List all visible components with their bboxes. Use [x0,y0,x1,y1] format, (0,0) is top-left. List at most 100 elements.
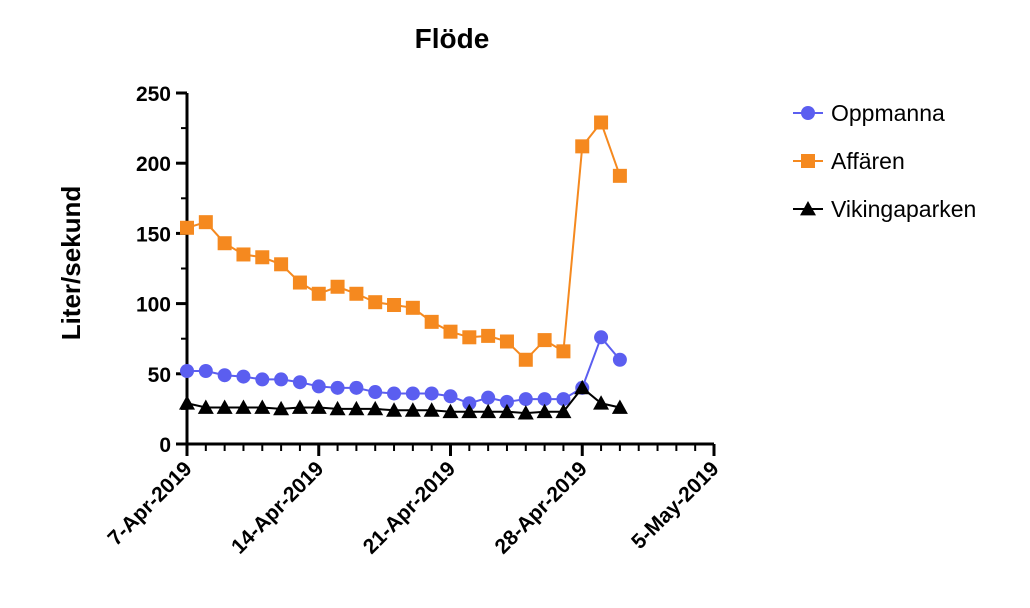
legend-marker [801,106,815,120]
data-point [274,257,289,272]
data-point [498,403,515,419]
chart-title: Flöde [415,23,490,54]
legend-label: Vikingaparken [831,196,976,222]
data-point [197,399,214,414]
data-point [404,402,421,417]
data-point [481,328,496,343]
data-point [255,372,270,387]
data-point [424,314,439,329]
series-affären [180,115,627,367]
data-point [180,220,194,235]
data-point [255,250,270,265]
y-tick-label: 250 [136,83,171,106]
data-point [537,333,552,348]
data-point [442,403,459,419]
data-point [348,400,365,416]
data-point [292,275,307,290]
data-point [387,386,402,401]
data-point [462,396,477,411]
data-point [274,372,289,387]
legend-label: Affären [831,148,905,174]
legend-entry: Oppmanna [793,100,945,126]
data-point [236,247,251,262]
data-point [405,300,420,315]
data-point [537,392,552,407]
data-point [217,368,232,383]
data-point [593,395,610,410]
data-point [236,369,251,384]
data-point [310,399,327,414]
data-point [349,380,364,395]
data-point [198,215,213,230]
data-point [179,395,195,410]
data-point [292,375,307,390]
data-point [481,390,496,405]
legend-label: Oppmanna [831,100,945,126]
series-line [186,386,621,415]
axes: 0 50 100 150 200 250 7-Apr-2019 14-Apr-2019 21-A… [104,83,724,559]
data-point [368,295,383,310]
data-point [424,386,439,401]
data-point [480,403,497,419]
data-point [180,363,194,378]
data-point [462,330,477,345]
data-point [368,385,383,400]
data-point [330,380,345,395]
x-tick-label: 14-Apr-2019 [227,457,328,558]
legend-entry: Affären [793,148,905,174]
legend-marker [801,154,815,168]
data-point [611,399,628,414]
y-axis-label: Liter/sekund [56,186,86,341]
data-point [311,286,326,301]
data-point [386,402,403,417]
data-point [254,399,271,414]
data-point [329,400,346,416]
y-tick-label: 100 [136,294,171,317]
series-oppmanna [180,330,627,411]
data-point [405,386,420,401]
y-tick-label: 200 [136,153,171,176]
x-tick-label: 28-Apr-2019 [491,457,592,558]
data-point [556,344,571,359]
data-point [518,392,533,407]
data-point [273,400,290,416]
data-point [555,403,572,419]
data-point [499,334,514,349]
legend-entry: Vikingaparken [793,196,976,222]
data-point [349,286,364,301]
data-point [443,389,458,404]
y-tick-label: 50 [148,364,171,387]
data-point [311,379,326,394]
data-point [575,139,590,154]
data-point [235,399,252,414]
series-vikingaparken [179,379,628,420]
data-point [556,392,571,407]
data-point [443,324,458,339]
x-tick-label: 5-May-2019 [627,457,723,553]
x-tick-label: 21-Apr-2019 [359,457,460,558]
y-tick-label: 0 [159,434,171,457]
data-point [461,403,478,419]
data-point [499,394,514,409]
data-point [330,279,345,294]
legend: Oppmanna Affären Vikingaparken [793,100,976,222]
series-layer [179,115,628,420]
data-point [198,363,213,378]
data-point [367,400,384,416]
data-point [594,115,609,130]
series-line [186,120,621,362]
data-point [217,236,232,251]
data-point [517,405,534,420]
data-point [574,379,591,395]
data-point [518,352,533,367]
data-point [612,352,627,367]
data-point [612,168,627,183]
y-tick-label: 150 [136,223,171,246]
legend-marker [800,201,816,216]
x-tick-label: 7-Apr-2019 [104,457,197,550]
data-point [536,403,553,419]
data-point [387,298,402,313]
data-point [423,402,440,417]
data-point [594,330,609,345]
